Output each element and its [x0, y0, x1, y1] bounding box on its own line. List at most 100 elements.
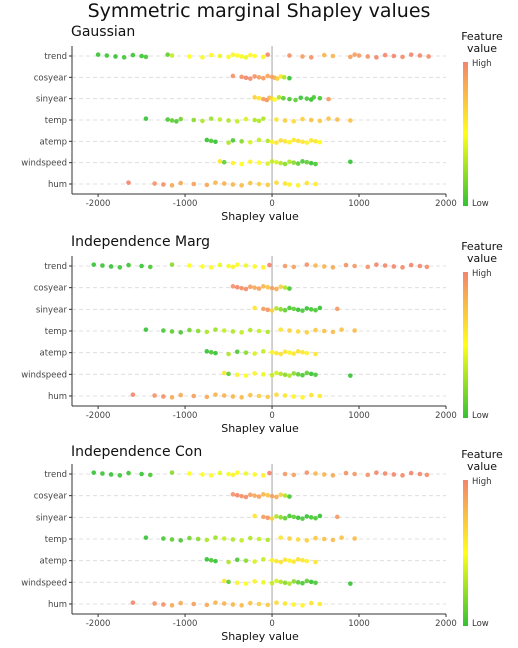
- data-point: [348, 373, 353, 378]
- data-point: [291, 514, 297, 520]
- data-point: [239, 74, 244, 80]
- data-point: [330, 53, 336, 59]
- data-point: [278, 160, 284, 166]
- data-point: [391, 264, 397, 269]
- data-point: [130, 52, 136, 58]
- data-point: [282, 493, 288, 498]
- data-point: [143, 535, 149, 540]
- data-point: [204, 182, 210, 188]
- data-point: [243, 55, 249, 60]
- data-point: [217, 159, 223, 164]
- data-point: [234, 492, 240, 498]
- data-point: [274, 600, 279, 605]
- data-point: [204, 394, 210, 400]
- data-point: [282, 181, 288, 186]
- data-point: [343, 470, 349, 476]
- data-point: [339, 535, 344, 540]
- x-tick-label: 0: [269, 411, 274, 421]
- data-point: [304, 306, 310, 311]
- data-point: [269, 285, 275, 291]
- data-point: [226, 140, 231, 145]
- y-tick-label: trend: [44, 52, 67, 62]
- data-point: [178, 330, 184, 335]
- data-point: [417, 471, 423, 477]
- data-point: [326, 96, 331, 102]
- data-point: [104, 53, 110, 58]
- data-point: [243, 263, 249, 268]
- data-point: [139, 53, 144, 59]
- data-point: [291, 351, 297, 356]
- data-point: [304, 140, 310, 145]
- data-point: [287, 536, 292, 541]
- data-point: [269, 493, 275, 499]
- data-point: [295, 183, 301, 188]
- data-point: [313, 580, 318, 586]
- data-point: [300, 557, 305, 563]
- data-point: [169, 395, 175, 400]
- data-point: [191, 117, 197, 123]
- data-point: [252, 472, 257, 477]
- data-point: [352, 263, 357, 269]
- data-point: [248, 492, 253, 498]
- data-point: [278, 284, 284, 290]
- data-point: [317, 513, 323, 519]
- data-point: [165, 117, 170, 122]
- data-point: [169, 470, 175, 475]
- data-point: [326, 116, 331, 121]
- data-point: [265, 329, 270, 335]
- data-point: [248, 52, 253, 58]
- x-tick-label: 1000: [348, 411, 370, 421]
- data-point: [304, 159, 310, 165]
- data-point: [308, 117, 314, 123]
- data-point: [265, 284, 270, 290]
- data-point: [108, 264, 114, 269]
- data-point: [169, 183, 175, 188]
- data-point: [274, 370, 279, 376]
- data-point: [213, 180, 218, 185]
- data-point: [256, 181, 262, 187]
- data-point: [274, 558, 279, 564]
- data-point: [269, 349, 275, 355]
- data-point: [243, 581, 249, 586]
- legend-low-label: Low: [472, 411, 489, 421]
- y-tick-label: windspeed: [21, 578, 67, 588]
- panel-1: Gaussian trend cosyear sinyear temp atemp wind…: [21, 24, 503, 223]
- panel-title: Gaussian: [71, 24, 135, 40]
- data-point: [308, 392, 314, 398]
- data-point: [348, 118, 353, 123]
- data-point: [317, 393, 323, 399]
- data-point: [130, 600, 136, 605]
- legend-high-label: High: [472, 59, 492, 69]
- data-point: [126, 470, 131, 476]
- x-tick-label: 2000: [435, 619, 457, 629]
- legend-colorbar: [463, 480, 468, 626]
- y-tick-label: windspeed: [21, 370, 67, 380]
- data-point: [304, 558, 310, 564]
- data-point: [221, 328, 227, 333]
- data-point: [234, 372, 240, 378]
- data-point: [252, 117, 257, 123]
- data-point: [195, 328, 201, 334]
- data-point: [256, 137, 262, 143]
- data-point: [239, 330, 244, 335]
- data-point: [330, 329, 336, 335]
- data-point: [169, 53, 175, 58]
- y-tick-label: sinyear: [36, 95, 68, 105]
- data-point: [281, 95, 286, 101]
- y-tick-label: sinyear: [36, 513, 68, 523]
- data-point: [304, 514, 310, 519]
- data-point: [204, 349, 210, 354]
- data-point: [274, 117, 279, 122]
- data-point: [313, 515, 318, 521]
- data-point: [339, 327, 344, 332]
- data-point: [265, 515, 270, 521]
- data-point: [308, 55, 314, 60]
- legend-title: value: [467, 252, 497, 265]
- data-point: [204, 137, 210, 143]
- panel-2: Independence Marg trend cosyear sinyear temp…: [21, 234, 503, 435]
- data-point: [300, 516, 305, 521]
- data-point: [147, 264, 153, 270]
- data-point: [382, 471, 388, 476]
